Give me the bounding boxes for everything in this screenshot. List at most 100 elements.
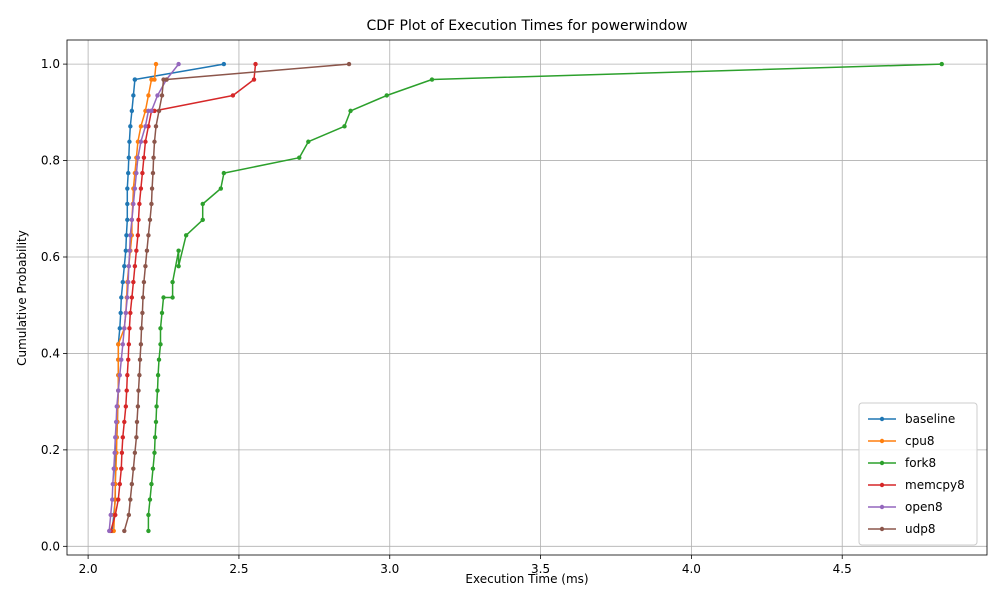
legend-marker-open8 bbox=[879, 504, 885, 510]
data-point-baseline-13 bbox=[117, 326, 122, 331]
data-point-open8-5 bbox=[112, 450, 117, 455]
series-memcpy8 bbox=[108, 61, 258, 534]
data-point-fork8-29 bbox=[384, 93, 389, 98]
data-point-udp8-22 bbox=[149, 186, 155, 191]
data-point-fork8-24 bbox=[221, 170, 227, 176]
data-point-baseline-17 bbox=[122, 263, 127, 269]
data-point-open8-20 bbox=[129, 217, 135, 223]
legend-box bbox=[858, 402, 978, 546]
y-tick-label-5: 1.0 bbox=[41, 57, 60, 71]
data-point-open8-26 bbox=[143, 124, 148, 129]
data-point-udp8-29 bbox=[161, 77, 166, 82]
data-point-open8-8 bbox=[114, 404, 119, 409]
data-point-baseline-23 bbox=[126, 170, 131, 176]
data-point-fork8-1 bbox=[146, 512, 151, 518]
data-point-fork8-6 bbox=[152, 435, 158, 440]
data-point-baseline-16 bbox=[120, 279, 126, 285]
data-point-open8-17 bbox=[126, 263, 132, 269]
series-line-memcpy8 bbox=[109, 64, 257, 532]
series-fork8 bbox=[146, 61, 944, 534]
data-point-udp8-19 bbox=[146, 233, 151, 238]
x-tick-label-0: 2.0 bbox=[79, 562, 98, 576]
data-point-fork8-0 bbox=[146, 528, 151, 534]
data-point-cpu8-31 bbox=[153, 61, 159, 67]
data-point-memcpy8-28 bbox=[152, 108, 157, 114]
y-tick-label-1: 0.2 bbox=[41, 443, 60, 457]
data-point-fork8-9 bbox=[155, 388, 160, 393]
data-point-open8-14 bbox=[123, 310, 129, 316]
data-point-fork8-15 bbox=[161, 295, 166, 300]
data-point-udp8-4 bbox=[131, 466, 136, 471]
x-axis-title: Execution Time (ms) bbox=[465, 572, 588, 586]
data-point-memcpy8-22 bbox=[138, 186, 144, 191]
chart-title: CDF Plot of Execution Times for powerwin… bbox=[366, 18, 687, 34]
data-point-memcpy8-26 bbox=[146, 124, 151, 129]
data-point-baseline-21 bbox=[125, 201, 130, 207]
data-point-fork8-23 bbox=[218, 186, 224, 191]
data-point-memcpy8-30 bbox=[251, 77, 257, 82]
data-point-udp8-20 bbox=[147, 217, 153, 223]
y-tick-label-0: 0.0 bbox=[41, 539, 60, 553]
data-point-baseline-25 bbox=[127, 139, 132, 144]
data-point-udp8-0 bbox=[122, 528, 127, 534]
data-point-memcpy8-15 bbox=[129, 295, 135, 300]
data-point-cpu8-30 bbox=[152, 77, 157, 82]
plot-background bbox=[67, 40, 987, 555]
legend-marker-fork8 bbox=[879, 460, 885, 466]
data-point-udp8-3 bbox=[129, 481, 135, 487]
data-point-fork8-25 bbox=[297, 155, 302, 160]
series-line-udp8 bbox=[123, 63, 350, 532]
data-point-open8-11 bbox=[119, 357, 124, 362]
data-point-udp8-23 bbox=[150, 170, 156, 176]
data-point-udp8-12 bbox=[138, 342, 144, 347]
data-point-baseline-26 bbox=[128, 124, 133, 129]
data-point-udp8-2 bbox=[128, 497, 133, 502]
legend-marker-baseline bbox=[879, 416, 885, 422]
data-point-memcpy8-14 bbox=[128, 310, 133, 316]
data-point-memcpy8-19 bbox=[135, 233, 141, 238]
data-point-baseline-15 bbox=[119, 295, 124, 300]
data-point-open8-29 bbox=[155, 93, 160, 98]
legend-label-udp8: udp8 bbox=[905, 522, 935, 536]
data-point-fork8-22 bbox=[200, 201, 205, 207]
data-point-open8-6 bbox=[113, 435, 118, 440]
data-point-open8-13 bbox=[122, 326, 127, 331]
data-point-memcpy8-20 bbox=[136, 217, 141, 223]
data-point-udp8-16 bbox=[141, 279, 147, 285]
data-point-open8-7 bbox=[113, 419, 119, 425]
data-point-open8-10 bbox=[117, 372, 122, 378]
data-point-udp8-30 bbox=[164, 77, 169, 82]
data-point-fork8-2 bbox=[147, 497, 153, 502]
data-point-cpu8-29 bbox=[149, 77, 154, 82]
data-point-fork8-11 bbox=[156, 357, 162, 362]
data-point-open8-12 bbox=[120, 342, 126, 347]
data-point-udp8-17 bbox=[143, 263, 148, 269]
x-tick-label-3: 3.5 bbox=[531, 562, 550, 576]
y-tick-label-2: 0.4 bbox=[41, 346, 60, 360]
data-point-memcpy8-8 bbox=[123, 404, 129, 409]
data-point-memcpy8-25 bbox=[143, 139, 148, 144]
plot-frame bbox=[66, 39, 988, 556]
legend-marker-udp8 bbox=[879, 526, 885, 532]
y-tick-label-4: 0.8 bbox=[41, 154, 60, 168]
data-point-open8-25 bbox=[138, 139, 144, 144]
data-point-baseline-31 bbox=[221, 61, 227, 67]
data-point-cpu8-27 bbox=[143, 108, 148, 114]
data-point-baseline-19 bbox=[124, 233, 129, 238]
data-point-open8-24 bbox=[135, 155, 141, 160]
data-point-open8-22 bbox=[132, 186, 138, 191]
data-point-open8-15 bbox=[125, 295, 130, 300]
data-point-memcpy8-10 bbox=[125, 372, 130, 378]
data-point-fork8-4 bbox=[150, 466, 156, 471]
data-point-open8-2 bbox=[110, 497, 115, 502]
data-point-memcpy8-12 bbox=[126, 342, 132, 347]
data-point-udp8-7 bbox=[134, 419, 140, 425]
data-point-baseline-18 bbox=[123, 248, 129, 253]
data-point-memcpy8-5 bbox=[119, 450, 125, 455]
data-point-memcpy8-3 bbox=[117, 481, 122, 487]
data-point-fork8-17 bbox=[170, 279, 175, 285]
data-point-memcpy8-24 bbox=[141, 155, 147, 160]
data-point-fork8-3 bbox=[149, 481, 154, 487]
legend-marker-memcpy8 bbox=[879, 482, 885, 488]
data-point-udp8-6 bbox=[134, 435, 139, 440]
